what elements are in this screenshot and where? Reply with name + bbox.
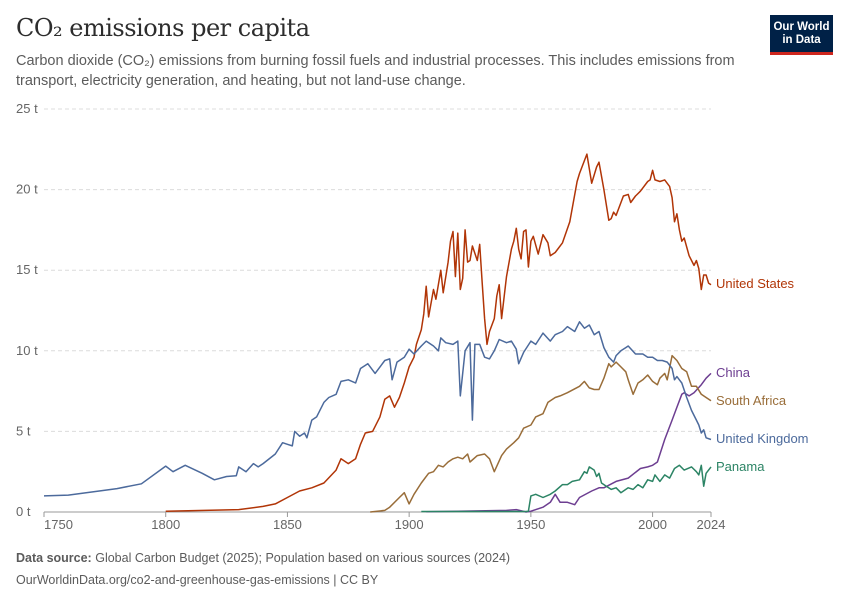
series-label: China [716,365,751,380]
series-line-south-africa [370,354,712,513]
series-label: United Kingdom [716,431,809,446]
y-tick-label: 25 t [16,101,38,116]
source-text: Global Carbon Budget (2025); Population … [95,551,511,565]
series-line-united-kingdom [43,321,712,497]
data-source: Data source: Global Carbon Budget (2025)… [16,547,510,569]
y-tick-label: 15 t [16,262,38,277]
y-tick-label: 20 t [16,182,38,197]
line-chart: 0 t 5 t 10 t 15 t 20 t 25 t 1750 1800 1850 1900 19… [16,101,809,532]
series-line-china [426,372,712,513]
x-tick-label: 1750 [44,517,73,532]
owid-logo[interactable]: Our World in Data [770,15,833,55]
chart-title: CO₂ emissions per capita [16,14,310,42]
source-label: Data source: [16,551,92,565]
series-label: United States [716,276,795,291]
y-tick-label: 0 t [16,504,31,519]
x-tick-label: 1800 [151,517,180,532]
url-license[interactable]: OurWorldinData.org/co2-and-greenhouse-ga… [16,573,379,587]
y-tick-label: 10 t [16,343,38,358]
chart-subtitle: Carbon dioxide (CO₂) emissions from burn… [16,53,735,89]
y-tick-label: 5 t [16,423,31,438]
x-tick-label: 2024 [697,517,726,532]
logo-text: Our World in Data [773,20,830,46]
series-line-panama [421,464,712,513]
x-tick-label: 1850 [273,517,302,532]
x-tick-label: 2000 [638,517,667,532]
footer: Data source: Global Carbon Budget (2025)… [16,547,510,591]
x-tick-label: 1950 [516,517,545,532]
series-label: South Africa [716,393,787,408]
series-label: Panama [716,459,765,474]
x-tick-label: 1900 [395,517,424,532]
series-line-united-states [165,153,712,512]
